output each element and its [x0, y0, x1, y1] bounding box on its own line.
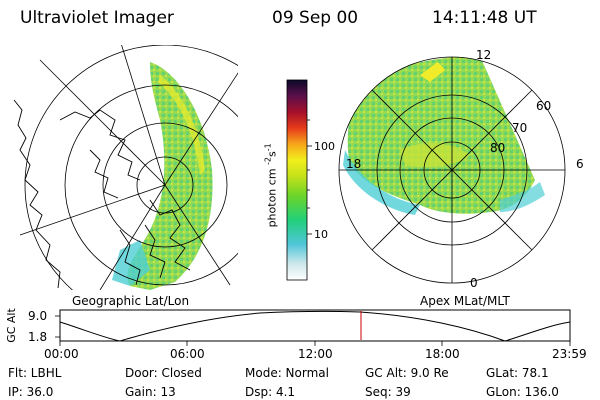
gc-alt-info: GC Alt: 9.0 Re — [365, 366, 449, 380]
orbit-xtick-0600: 06:00 — [170, 347, 205, 361]
orbit-plot-frame — [59, 309, 571, 342]
lat-70-label: 70 — [512, 121, 528, 135]
glat-info: GLat: 78.1 — [486, 366, 549, 380]
time-label: 14:11:48 UT — [432, 8, 537, 28]
orbit-xtick-1800: 18:00 — [425, 347, 460, 361]
orbit-ytick-9: 9.0 — [28, 309, 48, 323]
mode-info: Mode: Normal — [245, 366, 329, 380]
colorbar-tick-10: 10 — [314, 228, 328, 241]
orbit-plot-ticks — [55, 315, 571, 346]
lat-80-label: 80 — [490, 141, 506, 155]
door-info: Door: Closed — [125, 366, 202, 380]
orbit-altitude-curve — [59, 310, 571, 342]
glon-info: GLon: 136.0 — [486, 385, 559, 399]
mlt-6-label: 6 — [576, 157, 584, 171]
colorbar-ticks — [307, 119, 312, 235]
orbit-ytick-1.8: 1.8 — [28, 330, 48, 344]
colorbar-unit-label: photon cm -2s-1 — [263, 143, 279, 228]
orbit-ylabel: GC Alt — [4, 308, 18, 343]
mlt-0-label: 0 — [470, 276, 478, 290]
ip-info: IP: 36.0 — [8, 385, 54, 399]
orbit-xtick-1200: 12:00 — [298, 347, 333, 361]
filter-info: Flt: LBHL — [8, 366, 62, 380]
colorbar — [286, 79, 308, 281]
date-label: 09 Sep 00 — [272, 8, 359, 28]
apex-image — [343, 57, 545, 215]
instrument-title: Ultraviolet Imager — [20, 8, 174, 28]
mlt-18-label: 18 — [346, 157, 362, 171]
orbit-xtick-2359: 23:59 — [552, 347, 587, 361]
mlt-12-label: 12 — [476, 48, 492, 62]
seq-info: Seq: 39 — [365, 385, 411, 399]
colorbar-tick-100: 100 — [314, 140, 335, 153]
lat-60-label: 60 — [536, 99, 552, 113]
geographic-label: Geographic Lat/Lon — [72, 294, 190, 308]
gain-info: Gain: 13 — [125, 385, 176, 399]
apex-label: Apex MLat/MLT — [420, 294, 510, 308]
apex-grid — [338, 56, 566, 284]
dsp-info: Dsp: 4.1 — [245, 385, 296, 399]
orbit-xtick-0000: 00:00 — [44, 347, 79, 361]
geographic-image — [13, 45, 238, 290]
